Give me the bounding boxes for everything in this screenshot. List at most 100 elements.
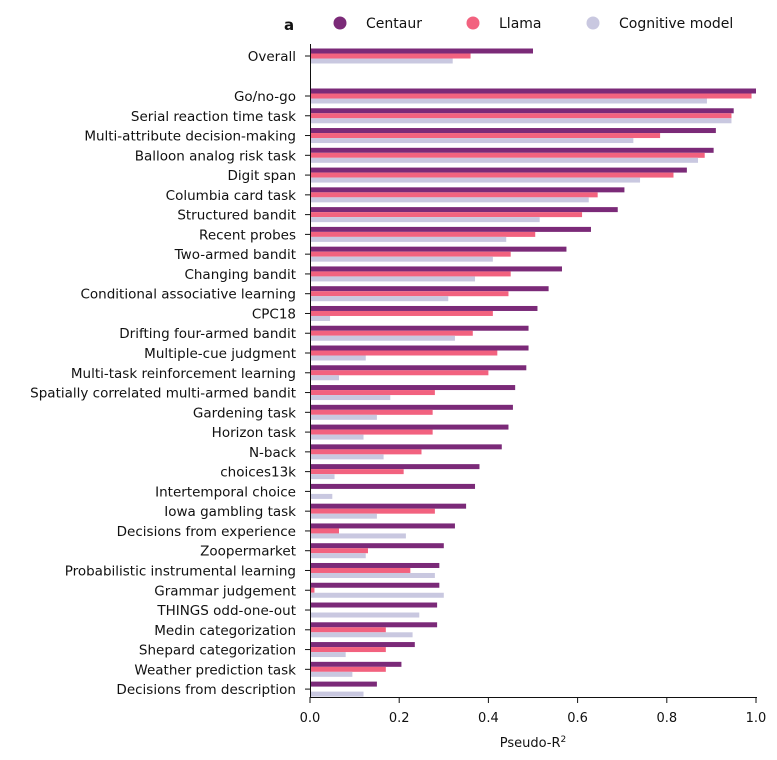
category-label-cpc18: CPC18: [252, 306, 296, 322]
bar-centaur-recent-probes: [311, 226, 591, 232]
bar-cognitive-model-recent-probes: [311, 236, 507, 242]
x-tick-label: 1.0: [746, 711, 767, 726]
bar-centaur-spatially-correlated-multi-armed-bandit: [311, 385, 516, 391]
category-label-multi-task-reinforcement-learning: Multi-task reinforcement learning: [71, 366, 296, 382]
bar-cognitive-model-cpc18: [311, 315, 331, 321]
bar-llama-drifting-four-armed-bandit: [311, 330, 473, 336]
x-tick-label: 0.2: [389, 711, 410, 726]
bar-cognitive-model-intertemporal-choice: [311, 493, 333, 499]
bar-centaur-intertemporal-choice: [311, 483, 476, 489]
category-label-medin-categorization: Medin categorization: [154, 623, 296, 639]
category-label-structured-bandit: Structured bandit: [177, 208, 296, 224]
bar-centaur-balloon-analog-risk-task: [311, 147, 714, 153]
bar-llama-horizon-task: [311, 429, 433, 435]
x-tick-label: 0.0: [300, 711, 321, 726]
bar-centaur-changing-bandit: [311, 266, 562, 272]
bar-cognitive-model-horizon-task: [311, 434, 364, 440]
bar-llama-multi-task-reinforcement-learning: [311, 370, 489, 376]
bar-centaur-n-back: [311, 444, 502, 450]
panel-label: a: [284, 16, 294, 34]
bar-centaur-zoopermarket: [311, 543, 444, 549]
category-label-shepard-categorization: Shepard categorization: [139, 643, 296, 659]
bar-llama-conditional-associative-learning: [311, 291, 509, 297]
bar-llama-multiple-cue-judgment: [311, 350, 498, 356]
category-label-two-armed-bandit: Two-armed bandit: [174, 247, 296, 263]
bar-centaur-cpc18: [311, 305, 538, 311]
bar-llama-two-armed-bandit: [311, 251, 511, 257]
bar-cognitive-model-n-back: [311, 454, 384, 460]
bar-llama-decisions-from-experience: [311, 528, 339, 534]
bar-llama-medin-categorization: [311, 627, 386, 633]
x-tick-label: 0.8: [656, 711, 677, 726]
bar-cognitive-model-structured-bandit: [311, 217, 540, 223]
bar-llama-overall: [311, 53, 471, 59]
x-tick-label: 0.4: [478, 711, 499, 726]
bar-cognitive-model-spatially-correlated-multi-armed-bandit: [311, 395, 391, 401]
category-label-things-odd-one-out: THINGS odd-one-out: [156, 603, 296, 619]
bar-centaur-iowa-gambling-task: [311, 503, 467, 509]
bar-cognitive-model-decisions-from-experience: [311, 533, 406, 539]
bar-cognitive-model-multiple-cue-judgment: [311, 355, 366, 361]
bar-centaur-structured-bandit: [311, 207, 618, 213]
bar-centaur-decisions-from-description: [311, 681, 377, 687]
category-label-overall: Overall: [248, 49, 296, 65]
bar-centaur-serial-reaction-time-task: [311, 108, 734, 114]
bar-llama-go-no-go: [311, 93, 752, 99]
bar-centaur-go-no-go: [311, 88, 756, 94]
legend: Centaur Llama Cognitive model: [333, 16, 733, 32]
bar-llama-n-back: [311, 449, 422, 455]
bar-centaur-digit-span: [311, 167, 687, 173]
bar-cognitive-model-serial-reaction-time-task: [311, 118, 732, 124]
category-label-decisions-from-description: Decisions from description: [116, 682, 296, 698]
legend-label-cognitive-model: Cognitive model: [619, 16, 733, 32]
bar-centaur-drifting-four-armed-bandit: [311, 325, 529, 331]
bar-cognitive-model-decisions-from-description: [311, 691, 364, 697]
bar-centaur-grammar-judgement: [311, 582, 440, 588]
bar-centaur-multiple-cue-judgment: [311, 345, 529, 351]
bar-llama-serial-reaction-time-task: [311, 113, 732, 119]
bar-centaur-shepard-categorization: [311, 642, 415, 648]
bar-centaur-columbia-card-task: [311, 187, 625, 193]
bar-cognitive-model-multi-attribute-decision-making: [311, 138, 634, 144]
bar-llama-choices13k: [311, 469, 404, 475]
bar-llama-shepard-categorization: [311, 647, 386, 653]
category-label-drifting-four-armed-bandit: Drifting four-armed bandit: [119, 326, 296, 342]
category-label-intertemporal-choice: Intertemporal choice: [155, 484, 296, 500]
bar-llama-spatially-correlated-multi-armed-bandit: [311, 390, 435, 396]
bar-cognitive-model-digit-span: [311, 177, 641, 183]
bar-cognitive-model-two-armed-bandit: [311, 256, 493, 262]
bar-llama-multi-attribute-decision-making: [311, 133, 661, 139]
bar-centaur-multi-attribute-decision-making: [311, 128, 716, 134]
bar-llama-structured-bandit: [311, 212, 583, 218]
bar-cognitive-model-conditional-associative-learning: [311, 296, 449, 302]
bar-cognitive-model-gardening-task: [311, 414, 377, 420]
category-label-n-back: N-back: [249, 445, 296, 461]
bar-llama-changing-bandit: [311, 271, 511, 277]
bar-cognitive-model-weather-prediction-task: [311, 671, 353, 677]
category-label-grammar-judgement: Grammar judgement: [154, 583, 296, 599]
bar-cognitive-model-drifting-four-armed-bandit: [311, 335, 455, 341]
category-label-digit-span: Digit span: [228, 168, 296, 184]
bar-llama-gardening-task: [311, 409, 433, 415]
bar-cognitive-model-multi-task-reinforcement-learning: [311, 375, 339, 381]
bar-cognitive-model-go-no-go: [311, 98, 707, 104]
x-axis-ticks: 0.0 0.2 0.4 0.6 0.8 1.0: [300, 697, 767, 726]
bar-centaur-two-armed-bandit: [311, 246, 567, 252]
bar-centaur-decisions-from-experience: [311, 523, 455, 529]
bar-llama-weather-prediction-task: [311, 666, 386, 672]
bar-centaur-horizon-task: [311, 424, 509, 430]
category-label-choices13k: choices13k: [220, 465, 296, 481]
bars: [311, 48, 756, 697]
category-label-gardening-task: Gardening task: [193, 405, 296, 421]
y-axis-category-labels: Overall Go/no-go Serial reaction time task…: [30, 49, 310, 698]
bar-cognitive-model-columbia-card-task: [311, 197, 589, 203]
category-label-zoopermarket: Zoopermarket: [200, 544, 296, 560]
bar-llama-probabilistic-instrumental-learning: [311, 567, 411, 573]
bar-llama-grammar-judgement: [311, 587, 315, 593]
category-label-iowa-gambling-task: Iowa gambling task: [164, 504, 296, 520]
bar-cognitive-model-medin-categorization: [311, 632, 413, 638]
bar-llama-recent-probes: [311, 231, 536, 237]
bar-llama-iowa-gambling-task: [311, 508, 435, 514]
bar-centaur-probabilistic-instrumental-learning: [311, 562, 440, 568]
